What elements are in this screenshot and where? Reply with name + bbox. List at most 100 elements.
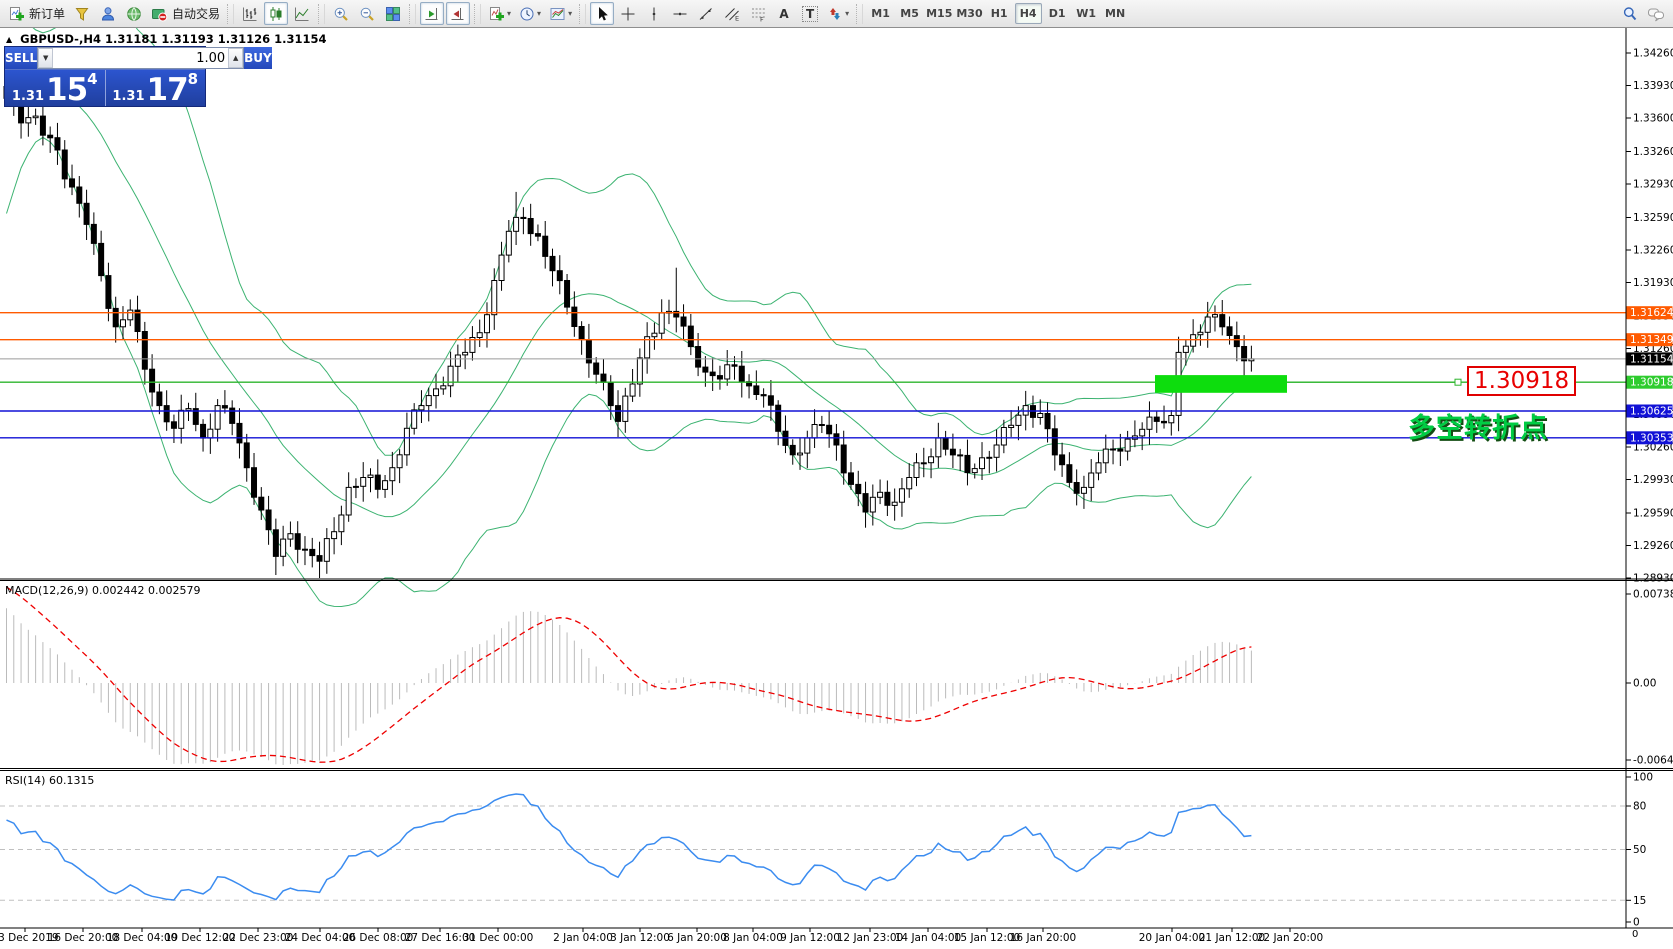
spin-up-icon: ▲ <box>232 54 239 62</box>
price-label-badge <box>1626 352 1673 366</box>
line-chart-icon <box>295 7 309 21</box>
candle-body <box>200 423 207 439</box>
candle-body <box>425 395 432 407</box>
rsi-axis-label: 0 <box>1633 917 1640 929</box>
templates-button[interactable]: ▾ <box>546 2 575 25</box>
zoom-in-button[interactable] <box>329 2 353 25</box>
chat-button[interactable] <box>1644 2 1668 25</box>
fibonacci-button[interactable]: F <box>746 2 770 25</box>
horizontal-line-icon <box>673 12 687 15</box>
autotrading-button[interactable]: 自动交易 <box>148 2 223 25</box>
dropdown-caret-icon: ▾ <box>568 9 573 18</box>
volume-increase-button[interactable]: ▲ <box>228 48 244 68</box>
buy-price[interactable]: 1.31 17 8 <box>105 70 205 106</box>
toolbar-separator <box>227 3 235 24</box>
price-label-text: 1.30918 <box>1630 377 1673 389</box>
timeframe-button-H4[interactable]: H4 <box>1014 3 1042 24</box>
vertical-line-button[interactable] <box>642 2 666 25</box>
sell-price-big: 15 <box>46 72 88 108</box>
candle-body <box>112 307 119 328</box>
time-tick-label: 24 Dec 04:00 <box>285 932 356 944</box>
time-tick-label: 8 Jan 04:00 <box>723 932 783 944</box>
periods-button[interactable]: ▾ <box>516 2 544 25</box>
rsi-axis-label: 15 <box>1633 895 1646 907</box>
time-axis-corner-label: 0 <box>1632 929 1638 940</box>
candle-body <box>25 117 32 124</box>
candle-body <box>316 555 323 562</box>
accounts-button[interactable] <box>96 2 120 25</box>
timeframe-button-M1[interactable]: M1 <box>871 7 890 20</box>
candle-body <box>636 357 643 385</box>
price-tick-label: 1.32260 <box>1633 245 1673 257</box>
chart-shift-button[interactable] <box>446 2 471 25</box>
new-order-button[interactable]: 新订单 <box>5 2 68 25</box>
one-click-trading-panel: SELL ▼ ▲ BUY 1.31 15 4 1.31 17 8 <box>4 46 272 107</box>
volume-input[interactable] <box>53 48 229 68</box>
candle-body <box>964 454 971 474</box>
timeframe-button-MN[interactable]: MN <box>1105 7 1126 20</box>
timeframe-button-M15[interactable]: M15 <box>926 7 953 20</box>
candle-body <box>753 385 760 395</box>
search-button[interactable] <box>1618 2 1642 25</box>
tile-windows-button[interactable] <box>381 2 405 25</box>
candle-body <box>687 325 694 348</box>
candle-body <box>462 351 469 356</box>
cursor-button[interactable] <box>590 2 615 25</box>
horizontal-line-button[interactable] <box>668 2 692 25</box>
channel-glyph: E <box>735 14 739 22</box>
timeframe-button-H1[interactable]: H1 <box>990 7 1008 20</box>
toolbar-separator <box>474 3 482 24</box>
candle-body <box>600 373 607 383</box>
candle-body <box>622 395 629 422</box>
candle-body <box>1168 415 1175 424</box>
price-tick-label: 1.32590 <box>1633 212 1673 224</box>
zoom-out-button[interactable] <box>355 2 379 25</box>
globe-icon <box>127 6 141 21</box>
bar-chart-button[interactable] <box>238 2 262 25</box>
candlestick-icon <box>270 6 282 21</box>
bollinger-upper <box>11 0 1252 456</box>
candle-body <box>396 454 403 469</box>
market-history-button[interactable] <box>70 2 94 25</box>
candle-body <box>105 275 112 309</box>
price-callout-box[interactable]: 1.30918 <box>1467 366 1577 396</box>
crosshair-button[interactable] <box>616 2 640 25</box>
candle-body <box>818 424 825 426</box>
timeframe-button-M30[interactable]: M30 <box>956 7 983 20</box>
text-label-button[interactable]: T <box>798 2 822 25</box>
equidistant-channel-button[interactable]: E <box>720 2 744 25</box>
candle-body <box>1110 448 1117 451</box>
turning-point-note[interactable]: 多空转折点 <box>1408 413 1548 444</box>
arrows-button[interactable]: ▾ <box>824 2 852 25</box>
candle-body <box>338 514 345 533</box>
candle-body <box>47 134 54 139</box>
line-chart-button[interactable] <box>290 2 314 25</box>
buy-button[interactable]: BUY <box>244 47 272 69</box>
news-feed-button[interactable] <box>122 2 146 25</box>
text-tool-icon: A <box>779 6 789 21</box>
sell-price[interactable]: 1.31 15 4 <box>5 70 106 106</box>
time-tick-label: 2 Jan 04:00 <box>553 932 613 944</box>
text-button[interactable]: A <box>772 2 796 25</box>
new-order-icon <box>10 6 24 20</box>
green-band-rect[interactable] <box>1155 375 1287 393</box>
candle-body <box>491 280 498 316</box>
timeframe-button-M5[interactable]: M5 <box>900 7 919 20</box>
candle-body <box>119 319 126 328</box>
candle-body <box>403 427 410 456</box>
sell-button[interactable]: SELL <box>5 47 38 69</box>
main-toolbar: 新订单 自动交易 <box>0 0 1673 28</box>
candlestick-chart-button[interactable] <box>264 2 289 25</box>
candle-body <box>928 456 935 464</box>
indicators-button[interactable]: ▾ <box>485 2 514 25</box>
candle-body <box>98 242 105 277</box>
candle-body <box>593 362 600 375</box>
trendline-button[interactable] <box>694 2 718 25</box>
volume-decrease-button[interactable]: ▼ <box>38 48 54 68</box>
timeframe-button-W1[interactable]: W1 <box>1076 7 1097 20</box>
timeframe-button-D1[interactable]: D1 <box>1048 7 1066 20</box>
auto-scroll-button[interactable] <box>420 2 445 25</box>
collapse-icon[interactable]: ▲ <box>6 35 13 44</box>
price-tick-label: 1.29590 <box>1633 508 1673 520</box>
